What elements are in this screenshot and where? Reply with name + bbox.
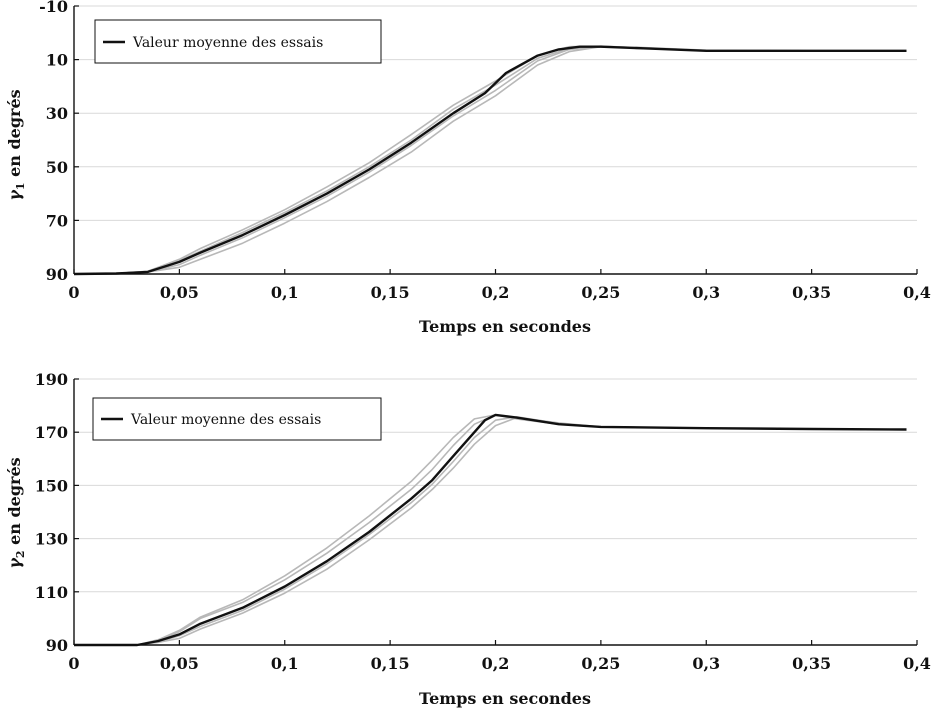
chart-gamma1-y-axis-subscript: 1	[14, 182, 27, 190]
chart-gamma2-y-ticks: 90 110 130 150 170 190	[35, 370, 79, 655]
chart-gamma2-y-tick-label-1: 110	[35, 583, 68, 602]
chart-gamma2-x-tick-label-2: 0,1	[271, 654, 299, 673]
chart-gamma1-legend-box	[94, 19, 382, 64]
chart-gamma1-x-tick-label-4: 0,2	[482, 283, 510, 302]
chart-gamma1-y-tick-label-3: 50	[46, 158, 68, 177]
chart-gamma2-x-tick-label-4: 0,2	[482, 654, 510, 673]
chart-gamma2-y-axis-text: en degrés	[5, 457, 24, 550]
chart-gamma2-y-tick-label-4: 170	[35, 423, 68, 442]
chart-gamma2-y-axis-label: γ2 en degrés	[5, 457, 27, 568]
chart-gamma1-x-ticks: 0 0,05 0,1 0,15 0,2 0,25 0,3 0,35 0,4	[68, 269, 931, 302]
chart-gamma2-x-axis-label: Temps en secondes	[419, 689, 591, 708]
chart-gamma1-y-axis-label: γ1 en degrés	[5, 89, 27, 200]
chart-gamma2-legend-box	[92, 397, 382, 441]
chart-gamma2-mean-line	[74, 413, 907, 647]
chart-gamma2-x-tick-label-5: 0,25	[581, 654, 620, 673]
chart-gamma1-x-tick-label-2: 0,1	[271, 283, 299, 302]
chart-gamma2-x-tick-label-3: 0,15	[371, 654, 410, 673]
chart-gamma1-y-tick-label-0: -10	[39, 0, 68, 16]
chart-gamma1-x-tick-label-5: 0,25	[581, 283, 620, 302]
chart-gamma1-y-tick-label-2: 30	[46, 104, 68, 123]
chart-gamma1-mean-line	[73, 45, 907, 276]
chart-gamma2-mean	[74, 413, 907, 647]
chart-gamma2-legend-label: Valeur moyenne des essais	[130, 412, 321, 428]
chart-gamma2-y-axis-symbol: γ	[5, 557, 24, 569]
chart-gamma1-x-tick-label-0: 0	[68, 283, 79, 302]
chart-gamma1-mean	[73, 45, 907, 276]
chart-gamma1-legend: Valeur moyenne des essais	[94, 19, 382, 64]
chart-gamma2-x-tick-label-0: 0	[68, 654, 79, 673]
chart-gamma2-y-tick-label-0: 90	[46, 636, 68, 655]
chart-gamma2-x-tick-label-1: 0,05	[160, 654, 199, 673]
chart-gamma2-y-tick-label-3: 150	[35, 476, 68, 495]
chart-gamma2-x-tick-label-8: 0,4	[903, 654, 931, 673]
chart-gamma1-y-tick-label-5: 90	[46, 265, 68, 284]
chart-gamma2: 0 0,05 0,1 0,15 0,2 0,25 0,3 0,35 0,4 90 110 130 15…	[5, 370, 931, 708]
chart-gamma1-x-tick-label-1: 0,05	[160, 283, 199, 302]
chart-gamma1-x-tick-label-7: 0,35	[792, 283, 831, 302]
chart-gamma2-y-axis-subscript: 2	[14, 550, 27, 558]
chart-gamma2-x-ticks: 0 0,05 0,1 0,15 0,2 0,25 0,3 0,35 0,4	[68, 640, 931, 673]
chart-gamma1-y-ticks: -10 10 30 50 70 90	[39, 0, 79, 284]
chart-gamma2-y-tick-label-2: 130	[35, 530, 68, 549]
chart-gamma1-y-axis-text: en degrés	[5, 89, 24, 182]
chart-gamma1-x-tick-label-8: 0,4	[903, 283, 931, 302]
chart-gamma1-x-tick-label-6: 0,3	[692, 283, 720, 302]
chart-gamma2-legend: Valeur moyenne des essais	[92, 397, 382, 441]
chart-gamma2-x-tick-label-6: 0,3	[692, 654, 720, 673]
chart-gamma1-x-tick-label-3: 0,15	[371, 283, 410, 302]
chart-gamma2-x-tick-label-7: 0,35	[792, 654, 831, 673]
chart-gamma1-x-axis-label: Temps en secondes	[419, 317, 591, 336]
chart-gamma1-y-axis-symbol: γ	[5, 189, 24, 201]
chart-gamma1-legend-label: Valeur moyenne des essais	[132, 35, 323, 51]
chart-gamma1: 0 0,05 0,1 0,15 0,2 0,25 0,3 0,35 0,4 -10 10 30 50 7…	[5, 0, 931, 336]
chart-gamma1-y-tick-label-1: 10	[46, 51, 68, 70]
chart-gamma1-y-tick-label-4: 70	[46, 211, 68, 230]
chart-gamma2-y-tick-label-5: 190	[35, 370, 68, 389]
